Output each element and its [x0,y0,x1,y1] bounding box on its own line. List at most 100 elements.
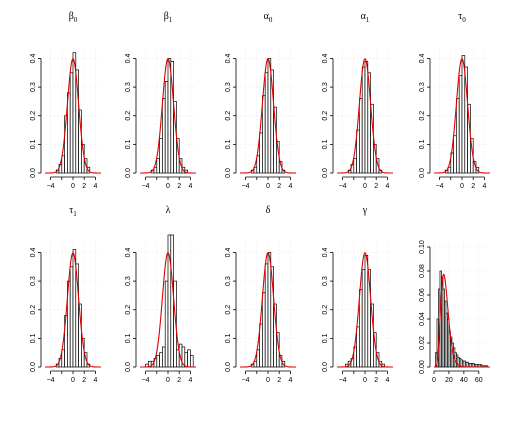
x-tick-label: 20 [445,377,453,384]
panel-10: 0.00 0.02 0.04 0.06 0.08 0.10 0 20 40 60 [419,240,490,384]
density-curve [45,58,101,174]
y-tick-label: 0.06 [419,288,426,302]
y-tick-label: 0.3 [419,82,426,92]
histogram-bar [78,109,82,174]
histogram [250,58,286,174]
y-tick-label: 0.0 [125,362,132,372]
x-tick-label: 4 [188,377,192,384]
histogram [444,55,480,174]
y-axis: 0.0 0.1 0.2 0.3 0.4 [125,247,137,372]
x-tick-label: 0 [71,183,75,190]
density-curve [240,58,296,174]
panel-title: γ [362,205,368,216]
histogram-bar [69,266,74,368]
x-tick-label: 4 [482,183,486,190]
y-axis: 0.0 0.1 0.2 0.3 0.4 [225,53,237,178]
x-axis: −4 0 2 4 [47,176,97,190]
histogram-bar [259,132,263,174]
panel-title: τ1 [69,205,77,218]
x-tick-label: 4 [93,377,97,384]
histogram-bar [78,303,82,368]
histogram-bar [61,155,65,174]
x-tick-label: 2 [277,377,281,384]
y-axis: 0.0 0.1 0.2 0.3 0.4 [225,247,237,372]
histogram [145,234,194,368]
histogram [347,60,383,174]
x-tick-label: 4 [385,183,389,190]
x-tick-label: 4 [385,377,389,384]
y-tick-label: 0.1 [125,333,132,343]
histogram-bar [359,289,363,368]
histogram [55,249,91,368]
y-tick-label: 0.3 [322,276,329,286]
histogram-bar [178,158,183,174]
x-tick-label: −4 [436,183,444,190]
histogram-bar [359,98,363,174]
panel-title: α0 [264,11,273,24]
x-axis: −4 0 2 4 [436,176,486,190]
density-curve [140,252,196,368]
y-tick-label: 0.3 [225,82,232,92]
x-tick-label: 60 [475,377,483,384]
y-tick-label: 0.3 [30,82,37,92]
histogram-bar [159,352,163,368]
x-tick-label: 0 [432,377,436,384]
y-tick-label: 0.4 [225,53,232,63]
x-tick-label: 4 [188,183,192,190]
histogram [150,58,188,174]
histogram-bar [361,269,366,368]
panel-title: β1 [164,11,173,24]
histogram-bar [264,72,269,174]
y-tick-label: 0.3 [30,276,37,286]
x-axis: −4 0 2 4 [142,370,192,384]
y-axis: 0.0 0.1 0.2 0.3 0.4 [322,53,334,178]
x-axis: −4 0 2 4 [339,370,389,384]
histogram-bar [159,138,163,174]
x-tick-label: 4 [288,183,292,190]
x-tick-label: 0 [363,377,367,384]
y-tick-label: 0.1 [322,333,329,343]
x-tick-label: 0 [166,377,170,384]
y-axis: 0.0 0.1 0.2 0.3 0.4 [322,247,334,372]
x-tick-label: 0 [71,377,75,384]
histogram-bar [262,292,266,368]
histogram-bar [256,349,260,368]
y-axis: 0.0 0.1 0.2 0.3 0.4 [419,53,431,178]
y-tick-label: 0.0 [30,362,37,372]
panel-9: 0.0 0.1 0.2 0.3 0.4 −4 0 2 4 γ [322,205,393,384]
histogram-bar [167,58,172,174]
y-tick-label: 0.0 [225,362,232,372]
x-axis: 0 20 40 60 [432,370,483,384]
x-tick-label: 2 [177,377,181,384]
density-curve [434,273,490,368]
y-tick-label: 0.1 [225,139,232,149]
density-curve [434,58,490,174]
y-tick-label: 0.2 [322,305,329,315]
histogram-bar [162,346,166,368]
histogram-bar [83,352,88,368]
histogram [55,52,91,174]
y-axis: 0.0 0.1 0.2 0.3 0.4 [30,53,42,178]
x-tick-label: 0 [266,377,270,384]
x-axis: −4 0 2 4 [47,370,97,384]
histogram-bar [353,158,357,174]
histogram-bar [256,155,260,174]
y-tick-label: 0.04 [419,312,426,326]
y-tick-label: 0.4 [225,247,232,257]
histogram-bar [267,252,272,368]
y-tick-label: 0.1 [30,139,37,149]
histogram-bar [375,352,380,368]
histogram-bar [83,158,88,174]
histogram-bar [356,326,360,368]
x-axis: −4 0 2 4 [242,176,292,190]
histogram-bar [456,98,460,174]
x-tick-label: 2 [82,183,86,190]
x-tick-label: 0 [166,183,170,190]
x-tick-label: 0 [266,183,270,190]
y-tick-label: 0.0 [225,168,232,178]
x-tick-label: 2 [374,183,378,190]
x-tick-label: 2 [277,183,281,190]
y-tick-label: 0.1 [125,139,132,149]
density-curve [140,58,196,174]
